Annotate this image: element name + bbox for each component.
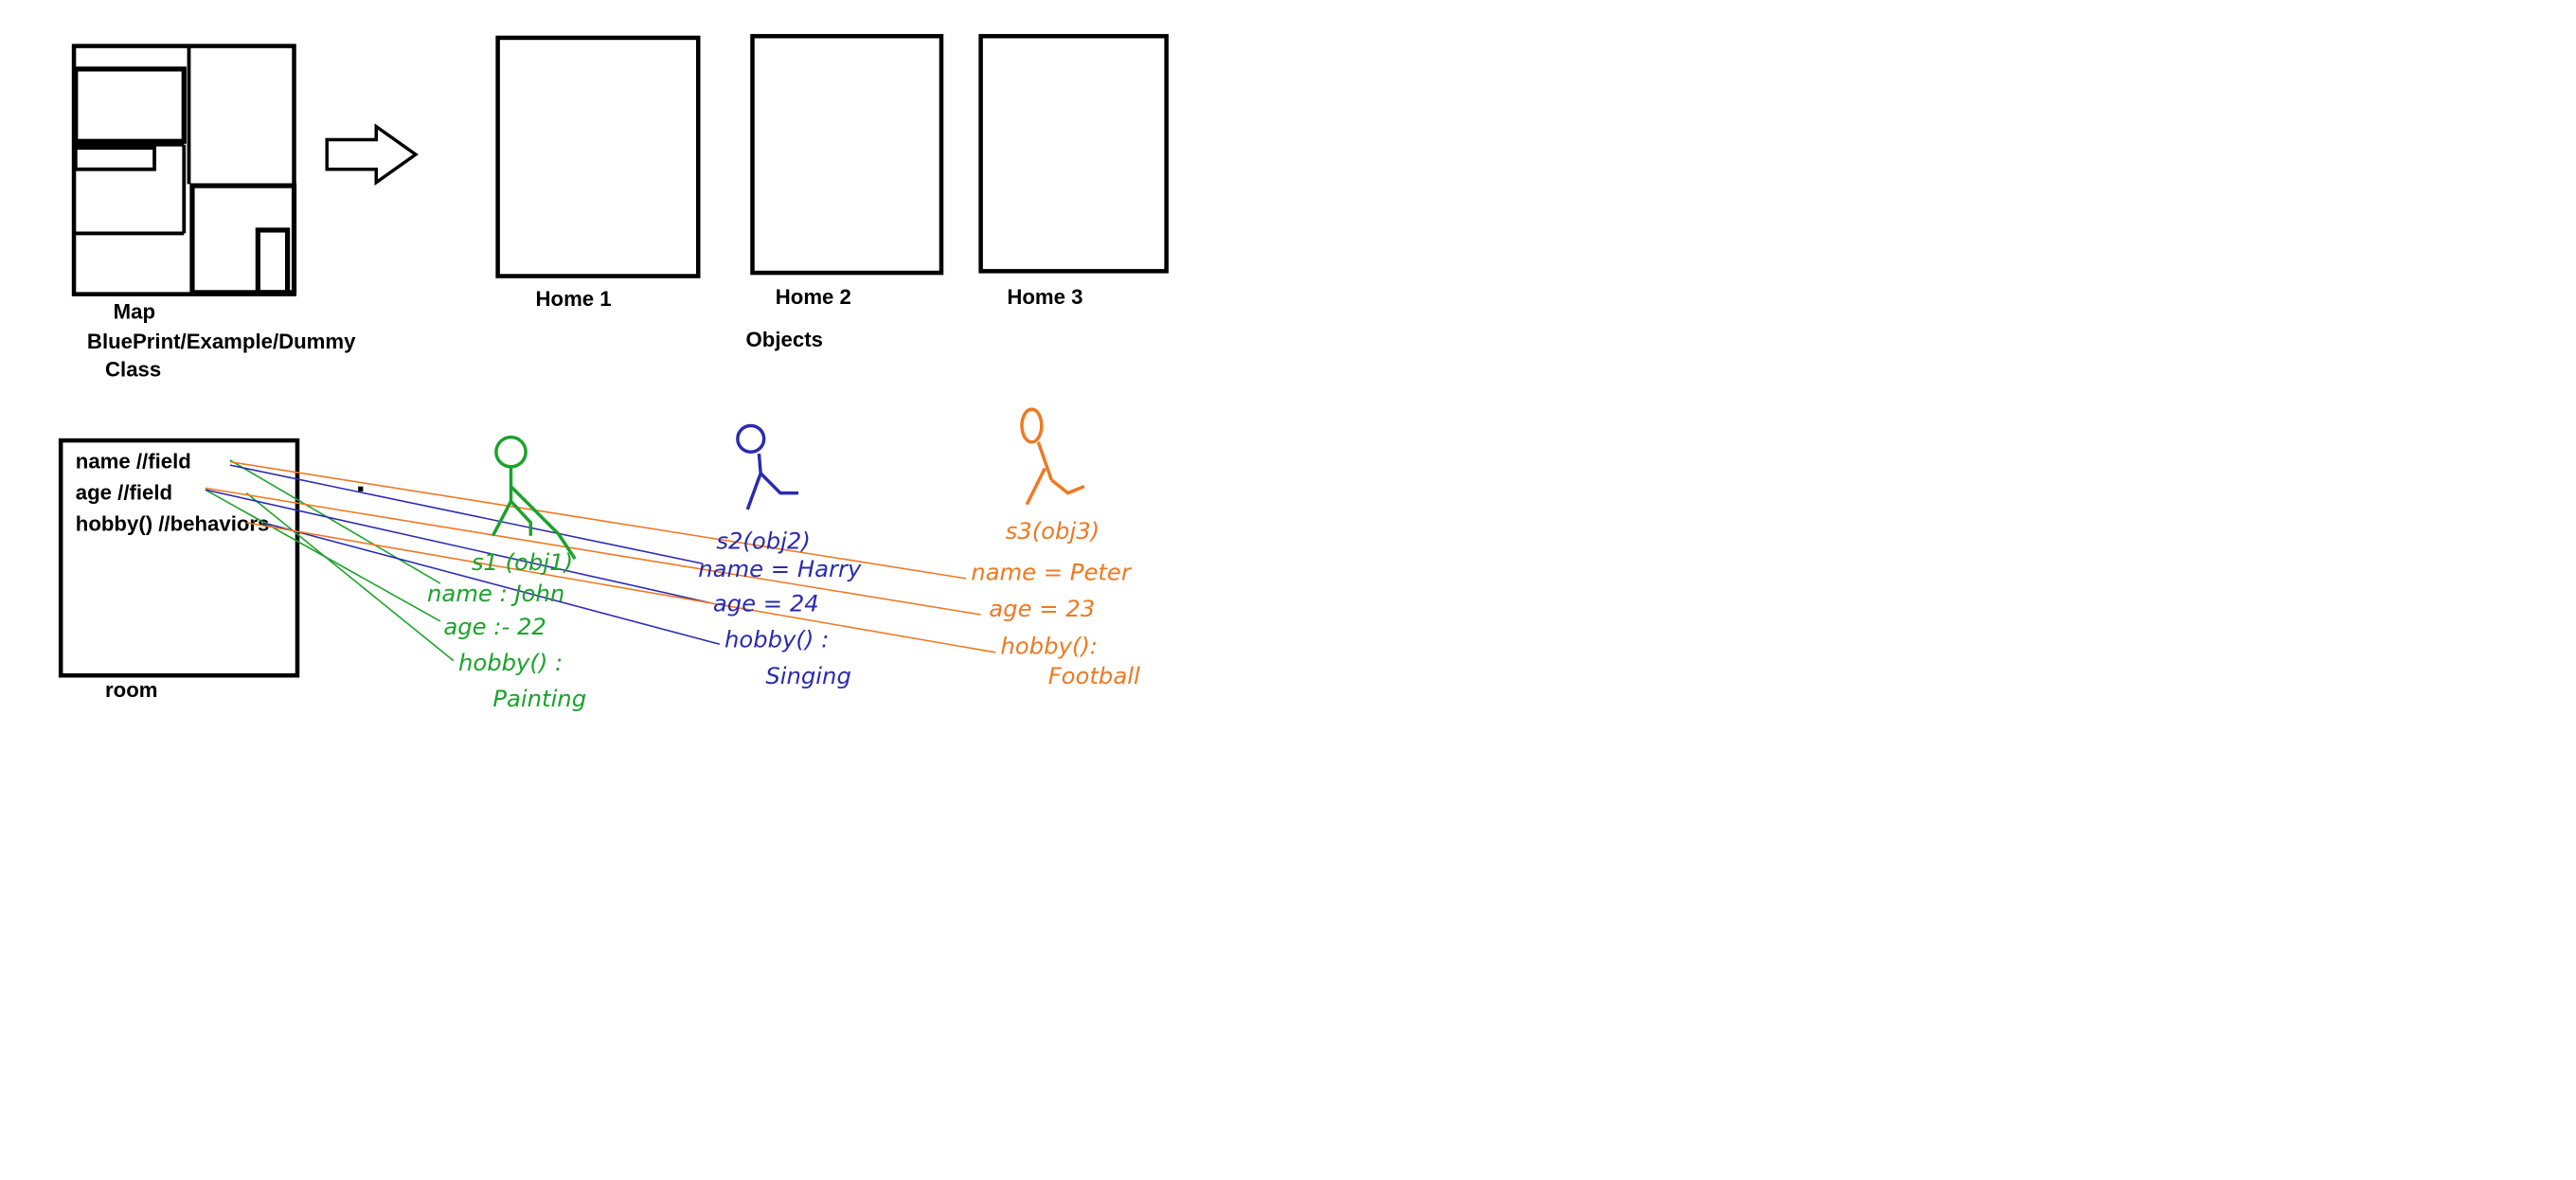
behavior-hobby-label: hobby() //behaviors [76,512,270,536]
home-1-box [495,35,701,278]
obj1-hobby: hobby() : [458,649,563,676]
home-2-box [750,33,944,276]
obj2-ref: s2(obj2) [716,527,810,555]
obj3-hobby: hobby(): [1000,633,1098,660]
orange-object-notes: s3(obj3) name = Peter age = 23 hobby(): … [971,517,1140,689]
field-name-label: name //field [76,450,191,474]
dot-marker [358,486,364,492]
obj1-hobby-value: Painting [492,685,586,712]
obj2-name: name = Harry [698,555,862,582]
home-3-label: Home 3 [1007,285,1082,309]
obj3-age: age = 23 [989,595,1095,622]
map-label: Map [114,300,155,324]
home-2-label: Home 2 [776,285,851,309]
green-person-icon [491,435,577,560]
obj2-age: age = 24 [713,590,819,617]
class-room-box [58,438,300,678]
blue-person-icon [736,423,799,510]
map-floorplan [71,44,297,296]
green-connectors [205,459,455,662]
objects-label: Objects [746,328,823,351]
blue-object-notes: s2(obj2) name = Harry age = 24 hobby() :… [698,527,862,689]
right-arrow-icon [325,123,419,186]
home-1-label: Home 1 [536,287,612,311]
orange-connectors [205,460,996,653]
green-object-notes: s1 (obj1) name : John age :- 22 hobby() … [427,548,586,712]
blueprint-label: BluePrint/Example/Dummy [87,330,356,353]
obj1-age: age :- 22 [443,613,546,640]
blue-connectors [205,464,720,646]
obj3-name: name = Peter [971,559,1133,586]
orange-person-icon [1020,407,1085,506]
room-label: room [105,678,157,702]
obj1-name: name : John [427,580,564,607]
obj1-ref: s1 (obj1) [472,548,573,576]
obj2-hobby: hobby() : [724,626,829,653]
field-age-label: age //field [76,481,172,505]
home-3-box [978,33,1169,274]
class-label: Class [105,357,161,381]
obj3-ref: s3(obj3) [1006,517,1100,545]
obj3-hobby-value: Football [1048,662,1140,689]
obj2-hobby-value: Singing [765,662,850,689]
